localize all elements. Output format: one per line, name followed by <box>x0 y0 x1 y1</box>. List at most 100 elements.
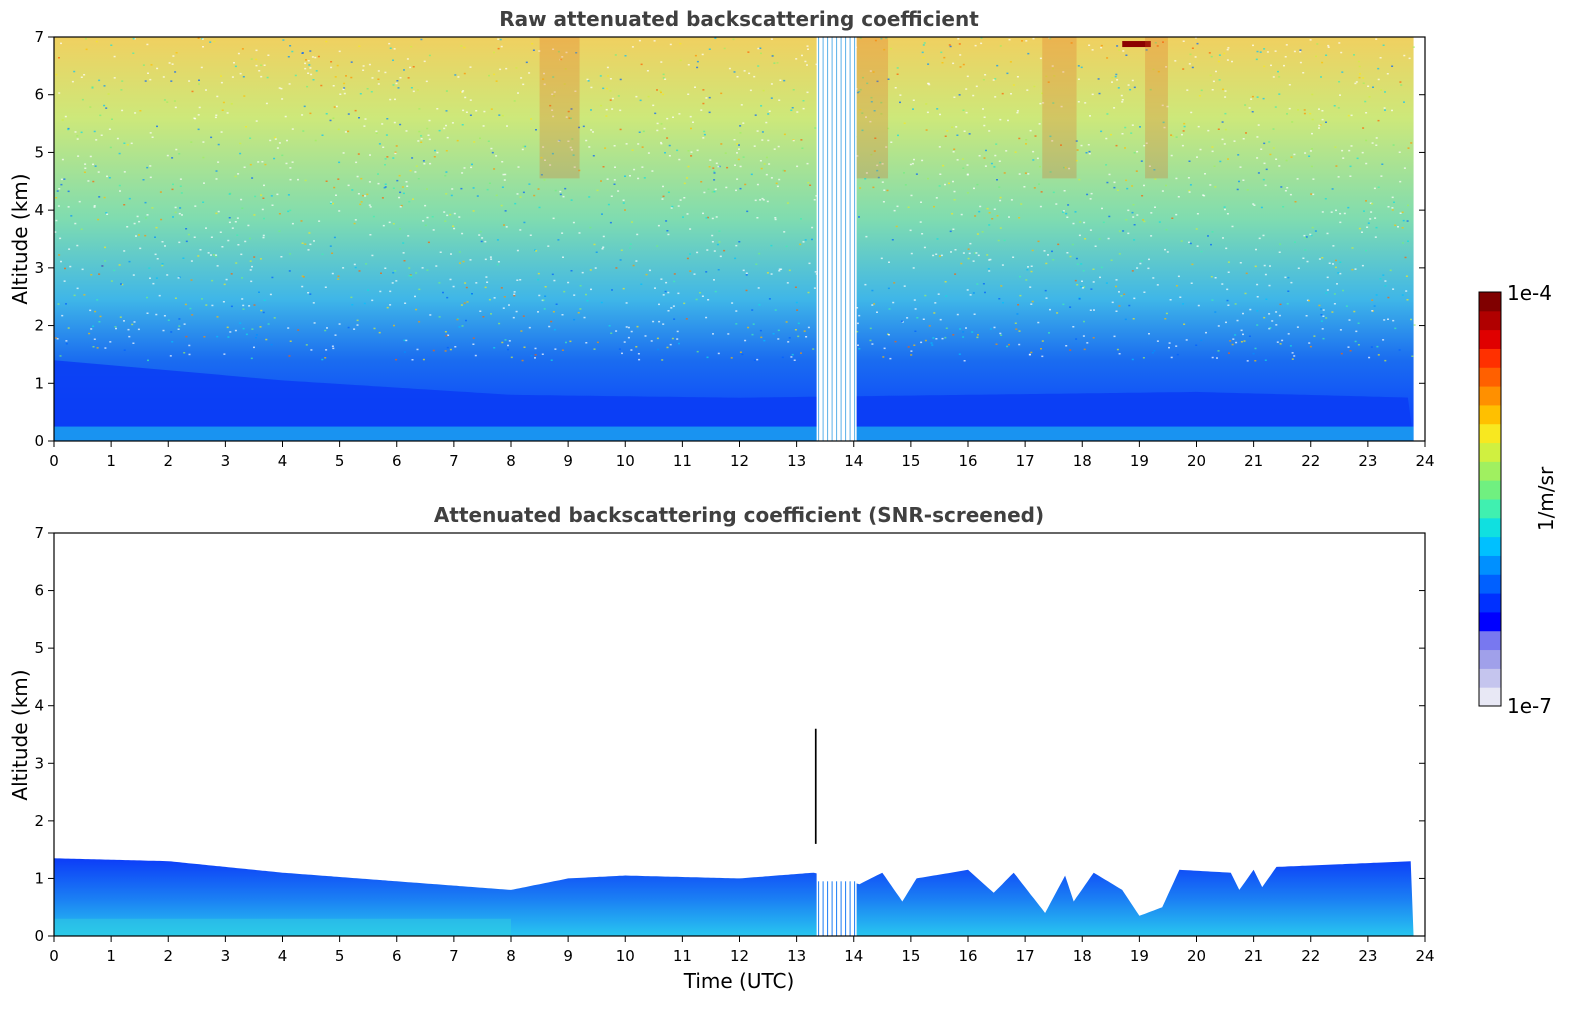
x-tick-label: 11 <box>673 947 692 965</box>
colorbar-step <box>1479 310 1501 331</box>
y-tick-label: 1 <box>34 869 44 887</box>
top-y-ticks: 0 1 2 3 4 5 6 7 <box>34 28 1425 450</box>
colorbar-step <box>1479 292 1501 312</box>
colorbar-steps <box>1479 292 1501 707</box>
bottom-y-ticks: 0 1 2 3 4 5 6 7 <box>34 524 1425 945</box>
y-tick-label: 3 <box>34 754 44 772</box>
x-tick-label: 0 <box>49 452 59 470</box>
x-tick-label: 4 <box>278 947 288 965</box>
colorbar-unit-label: 1/m/sr <box>1534 466 1558 531</box>
x-tick-label: 3 <box>221 452 231 470</box>
colorbar-frame <box>1478 291 1502 707</box>
x-tick-label: 20 <box>1187 947 1206 965</box>
x-tick-label: 24 <box>1415 452 1434 470</box>
x-tick-label: 22 <box>1301 452 1320 470</box>
x-tick-label: 19 <box>1130 452 1149 470</box>
x-tick-label: 18 <box>1073 452 1092 470</box>
gap-profile-lines <box>818 37 856 441</box>
colorbar-step <box>1479 367 1501 387</box>
top-aloft-feature <box>1122 41 1151 48</box>
colorbar-step <box>1479 630 1501 651</box>
x-tick-label: 17 <box>1016 947 1035 965</box>
top-boundary-layer <box>54 360 1414 441</box>
x-tick-label: 13 <box>787 947 806 965</box>
colorbar-step <box>1479 329 1501 349</box>
colorbar-step <box>1479 461 1501 481</box>
colorbar: 1e-4 1e-7 1/m/sr <box>1478 281 1558 718</box>
x-tick-label: 6 <box>392 947 402 965</box>
x-tick-label: 13 <box>787 452 806 470</box>
x-tick-label: 12 <box>730 947 749 965</box>
y-tick-label: 4 <box>34 201 44 219</box>
colorbar-step <box>1479 649 1501 669</box>
y-tick-label: 2 <box>34 812 44 830</box>
x-tick-label: 19 <box>1130 947 1149 965</box>
x-tick-label: 15 <box>901 947 920 965</box>
x-tick-label: 5 <box>335 452 345 470</box>
x-tick-label: 7 <box>449 452 459 470</box>
y-tick-label: 5 <box>34 143 44 161</box>
x-tick-label: 0 <box>49 947 59 965</box>
y-tick-label: 6 <box>34 86 44 104</box>
y-tick-label: 7 <box>34 524 44 542</box>
y-tick-label: 0 <box>34 432 44 450</box>
top-heatmap <box>54 37 1416 441</box>
colorbar-step <box>1479 517 1501 538</box>
bottom-vertical-echo <box>814 728 817 844</box>
top-surface-layer <box>54 426 1414 441</box>
colorbar-step <box>1479 480 1501 500</box>
data-gap <box>816 533 857 936</box>
colorbar-step <box>1479 555 1501 575</box>
top-panel: Raw attenuated backscattering coefficien… <box>8 7 1435 470</box>
colorbar-step <box>1479 593 1501 613</box>
top-x-ticks: 0 1 2 3 4 5 6 7 8 9 10 11 12 13 14 15 16 17 18 19 20 21 22 23 24 <box>49 441 1435 470</box>
colorbar-step <box>1479 386 1501 406</box>
y-tick-label: 1 <box>34 374 44 392</box>
x-tick-label: 21 <box>1244 947 1263 965</box>
y-tick-label: 5 <box>34 639 44 657</box>
x-tick-label: 12 <box>730 452 749 470</box>
y-tick-label: 7 <box>34 28 44 46</box>
y-tick-label: 2 <box>34 317 44 335</box>
x-tick-label: 18 <box>1073 947 1092 965</box>
colorbar-step <box>1479 536 1501 556</box>
bottom-y-axis-label: Altitude (km) <box>8 669 32 800</box>
x-tick-label: 14 <box>844 452 863 470</box>
x-tick-label: 10 <box>616 452 635 470</box>
bottom-panel-title: Attenuated backscattering coefficient (S… <box>434 503 1044 527</box>
y-tick-label: 6 <box>34 582 44 600</box>
colorbar-step <box>1479 499 1501 519</box>
x-tick-label: 9 <box>563 947 573 965</box>
colorbar-min-label: 1e-7 <box>1507 694 1552 718</box>
x-tick-label: 2 <box>163 452 173 470</box>
top-panel-title: Raw attenuated backscattering coefficien… <box>499 7 979 31</box>
bottom-surface-layer <box>54 918 511 936</box>
x-tick-label: 9 <box>563 452 573 470</box>
y-tick-label: 4 <box>34 697 44 715</box>
bottom-heatmap <box>54 533 1414 936</box>
colorbar-max-label: 1e-4 <box>1507 281 1552 305</box>
x-tick-label: 3 <box>221 947 231 965</box>
x-tick-label: 8 <box>506 947 516 965</box>
x-tick-label: 15 <box>901 452 920 470</box>
x-tick-label: 8 <box>506 452 516 470</box>
x-tick-label: 2 <box>163 947 173 965</box>
colorbar-step <box>1479 348 1501 368</box>
x-axis-label: Time (UTC) <box>683 969 795 993</box>
x-tick-label: 4 <box>278 452 288 470</box>
x-tick-label: 14 <box>844 947 863 965</box>
top-y-axis-label: Altitude (km) <box>8 173 32 304</box>
bottom-x-ticks: 0 1 2 3 4 5 6 7 8 9 10 11 12 13 14 15 16 17 18 19 20 21 22 23 24 <box>49 936 1435 965</box>
x-tick-label: 23 <box>1358 452 1377 470</box>
x-tick-label: 5 <box>335 947 345 965</box>
x-tick-label: 16 <box>958 452 977 470</box>
gap-profile-lines <box>818 881 856 936</box>
x-tick-label: 21 <box>1244 452 1263 470</box>
colorbar-step <box>1479 423 1501 444</box>
x-tick-label: 1 <box>106 947 116 965</box>
y-tick-label: 3 <box>34 259 44 277</box>
x-tick-label: 10 <box>616 947 635 965</box>
x-tick-label: 24 <box>1415 947 1434 965</box>
x-tick-label: 1 <box>106 452 116 470</box>
